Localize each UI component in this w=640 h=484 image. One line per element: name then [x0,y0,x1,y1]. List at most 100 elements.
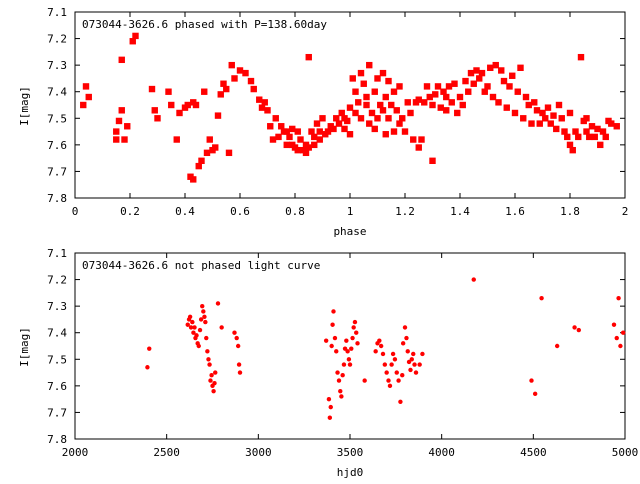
data-point [487,64,494,71]
data-point [311,141,318,149]
data-point [192,101,200,109]
data-point [352,88,359,95]
data-point [209,373,214,378]
data-point [517,64,524,71]
data-point [465,88,472,95]
data-point [417,362,422,367]
data-point [213,370,218,375]
data-point [415,96,422,103]
data-point [188,325,194,330]
data-point [377,101,384,109]
data-point [194,333,199,338]
data-point [330,322,335,327]
data-point [532,391,538,397]
data-point [392,357,398,362]
y-tick-label: 7.6 [47,139,67,152]
data-point [384,370,389,375]
data-point [572,325,577,330]
data-point [374,75,381,82]
data-point [400,373,405,378]
data-point [118,107,125,114]
data-point [547,120,554,127]
data-point [404,99,411,106]
data-point [558,115,565,122]
unphased-plot-title: 073044-3626.6 not phased light curve [82,259,320,272]
data-point [550,112,557,119]
x-tick-label: 4000 [428,446,455,459]
data-point [554,343,560,349]
x-tick-label: 2000 [62,446,89,459]
data-point [338,388,343,394]
data-point [339,394,344,399]
data-point [198,317,204,322]
data-point [555,101,563,109]
data-point [566,141,574,149]
data-point [267,123,274,130]
data-point [448,99,455,106]
data-point [432,91,439,98]
data-point [620,330,626,335]
data-point [198,157,205,164]
y-tick-label: 7.8 [47,433,67,446]
data-point [404,335,409,341]
x-tick-label: 0 [72,205,79,218]
x-tick-label: 3000 [245,446,272,459]
data-point [406,359,412,365]
data-point [411,351,416,357]
phased-plot-xlabel: phase [333,225,366,238]
data-point [407,109,414,117]
data-point [489,93,497,101]
data-point [481,88,488,95]
data-point [378,343,384,349]
data-point [402,325,408,330]
data-point [203,319,208,325]
data-point [413,370,419,375]
data-point [443,107,450,114]
data-point [349,346,354,351]
y-tick-label: 7.6 [47,380,67,393]
data-point [236,362,242,367]
data-point [429,101,436,109]
data-point [396,120,403,127]
data-point [514,88,521,95]
phased-plot-title: 073044-3626.6 phased with P=138.60day [82,18,327,31]
data-point [201,309,206,314]
data-point [185,322,190,327]
data-point [412,362,417,367]
data-point [294,128,301,135]
data-point [368,109,376,117]
data-point [327,415,333,420]
data-point [459,101,466,109]
y-tick-label: 7.2 [47,274,67,287]
data-point [207,362,212,367]
x-tick-label: 5000 [612,446,639,459]
data-point [379,69,387,77]
x-tick-label: 1.2 [395,205,415,218]
data-point [451,80,458,87]
data-point [316,128,323,135]
unphased-plot-points [145,277,626,420]
data-point [294,146,301,154]
data-point [228,61,235,69]
data-point [129,38,136,45]
data-point [462,77,469,85]
data-point [215,301,221,306]
y-tick-label: 7.2 [47,33,67,46]
data-point [410,136,417,143]
data-point [597,141,604,149]
data-point [566,109,574,117]
x-tick-label: 1.8 [560,205,580,218]
data-point [520,115,527,122]
data-point [305,53,312,61]
data-point [500,77,508,85]
data-point [313,120,321,127]
data-point [429,157,436,164]
data-point [113,136,120,143]
y-tick-label: 7.4 [47,327,67,340]
data-point [200,303,205,309]
data-point [256,96,263,103]
data-point [341,362,347,367]
data-point [401,128,409,135]
data-point [492,61,499,69]
